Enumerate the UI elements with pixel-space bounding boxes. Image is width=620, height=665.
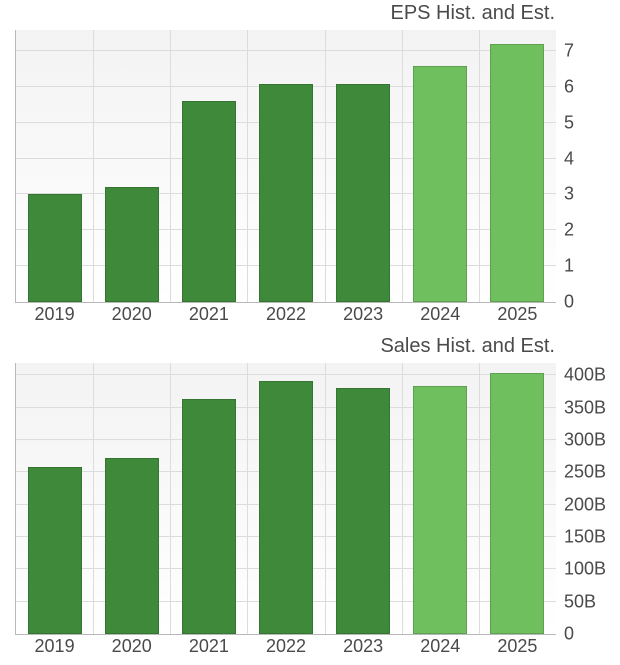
sales-chart-title: Sales Hist. and Est.	[380, 335, 555, 358]
eps-chart-title: EPS Hist. and Est.	[390, 2, 555, 25]
x-tick-label: 2023	[343, 636, 383, 657]
bar-2021	[182, 399, 236, 634]
y-tick-label: 2	[564, 220, 574, 241]
y-tick-label: 5	[564, 112, 574, 133]
x-tick-label: 2022	[266, 636, 306, 657]
x-tick-label: 2024	[420, 636, 460, 657]
x-tick-label: 2019	[35, 636, 75, 657]
charts-container: EPS Hist. and Est. 01234567 201920202021…	[0, 0, 620, 665]
y-tick-label: 400B	[564, 365, 606, 386]
x-tick-label: 2020	[112, 636, 152, 657]
y-tick-label: 350B	[564, 397, 606, 418]
x-tick-label: 2020	[112, 304, 152, 325]
y-tick-label: 200B	[564, 494, 606, 515]
y-tick-label: 7	[564, 41, 574, 62]
x-tick-label: 2021	[189, 636, 229, 657]
x-tick-label: 2025	[497, 636, 537, 657]
bar-2024	[413, 66, 467, 302]
sales-chart: Sales Hist. and Est. 050B100B150B200B250…	[0, 333, 620, 665]
bar-2019	[28, 194, 82, 301]
y-tick-label: 1	[564, 255, 574, 276]
eps-bars	[16, 30, 556, 302]
bar-2020	[105, 458, 159, 634]
y-tick-label: 6	[564, 77, 574, 98]
bar-2020	[105, 187, 159, 301]
y-tick-label: 0	[564, 291, 574, 312]
bar-2025	[490, 44, 544, 301]
bar-2023	[336, 388, 390, 634]
y-tick-label: 300B	[564, 430, 606, 451]
bar-2023	[336, 84, 390, 302]
bar-2021	[182, 101, 236, 301]
y-tick-label: 0	[564, 624, 574, 645]
bar-2022	[259, 381, 313, 634]
sales-y-ticks: 050B100B150B200B250B300B350B400B	[556, 363, 616, 635]
x-tick-label: 2025	[497, 304, 537, 325]
x-tick-label: 2023	[343, 304, 383, 325]
y-tick-label: 4	[564, 148, 574, 169]
eps-x-ticks: 2019 2020 2021 2022 2023 2024 2025	[16, 302, 556, 328]
y-tick-label: 250B	[564, 462, 606, 483]
sales-x-ticks: 2019 2020 2021 2022 2023 2024 2025	[16, 634, 556, 660]
y-tick-label: 100B	[564, 559, 606, 580]
bar-2022	[259, 84, 313, 302]
bar-2019	[28, 467, 82, 634]
x-tick-label: 2021	[189, 304, 229, 325]
y-tick-label: 3	[564, 184, 574, 205]
y-tick-label: 150B	[564, 527, 606, 548]
x-tick-label: 2024	[420, 304, 460, 325]
bar-2025	[490, 373, 544, 634]
sales-plot-area: 050B100B150B200B250B300B350B400B 2019202…	[15, 363, 556, 636]
x-tick-label: 2019	[35, 304, 75, 325]
bar-2024	[413, 386, 467, 634]
eps-y-ticks: 01234567	[556, 30, 616, 302]
y-tick-label: 50B	[564, 591, 596, 612]
sales-bars	[16, 363, 556, 635]
x-tick-label: 2022	[266, 304, 306, 325]
eps-chart: EPS Hist. and Est. 01234567 201920202021…	[0, 0, 620, 333]
eps-plot-area: 01234567 2019202020212022202320242025	[15, 30, 556, 303]
